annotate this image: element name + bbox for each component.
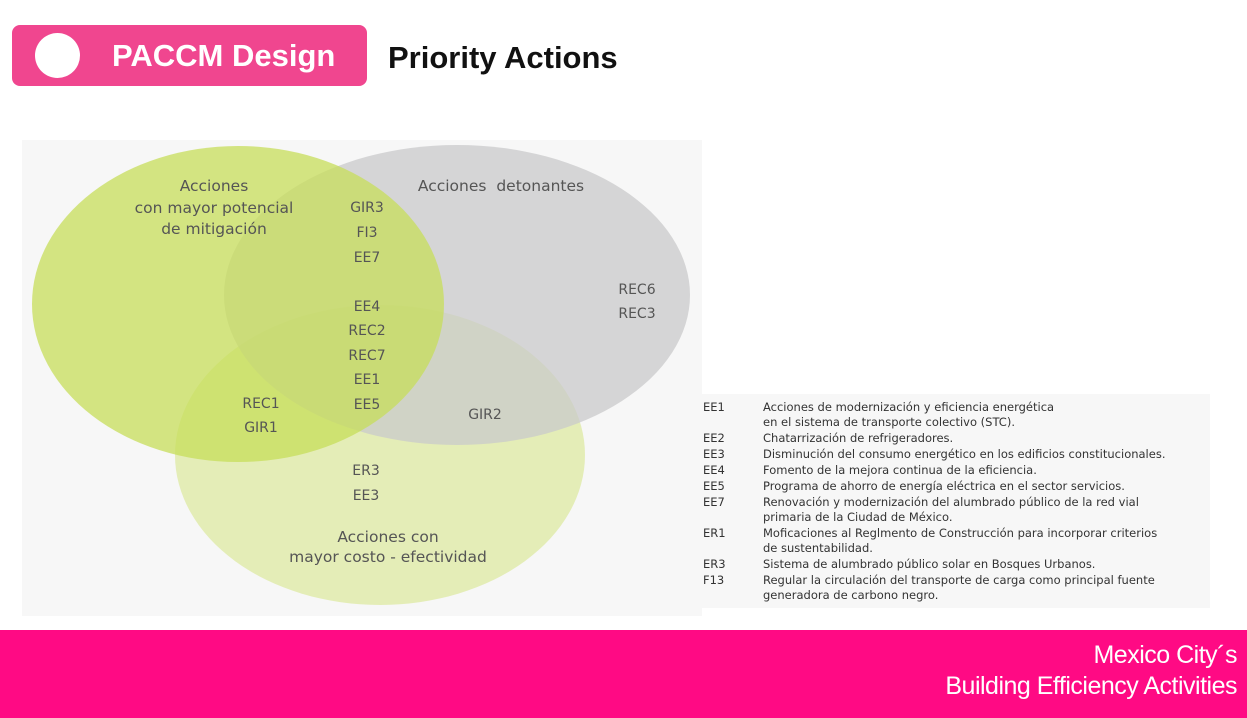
legend-code: ER1	[703, 526, 726, 540]
footer-text: Mexico City´s Building Efficiency Activi…	[945, 640, 1237, 702]
region-item: REC3	[618, 306, 655, 322]
legend-text: Sistema de alumbrado público solar en Bo…	[763, 557, 1096, 571]
region-item: GIR1	[244, 420, 278, 436]
venn-diagram-panel: Acciones con mayor potencial de mitigaci…	[22, 140, 702, 616]
region-item: EE3	[353, 488, 380, 504]
label-mitigacion-2: con mayor potencial	[135, 199, 294, 217]
region-item: REC6	[618, 282, 655, 298]
region-item: GIR3	[350, 200, 384, 216]
legend-code: EE3	[703, 447, 725, 461]
legend-text: Moficaciones al Reglmento de Construcció…	[763, 526, 1158, 540]
legend-text: Regular la circulación del transporte de…	[763, 573, 1155, 587]
label-mitigacion-3: de mitigación	[161, 220, 267, 238]
region-item: EE5	[354, 397, 381, 413]
region-item: GIR2	[468, 407, 502, 423]
legend-code: EE1	[703, 400, 725, 414]
label-costo-2: mayor costo - efectividad	[289, 548, 487, 566]
badge-label: PACCM Design	[112, 38, 336, 73]
legend-text: Programa de ahorro de energía eléctrica …	[763, 479, 1125, 493]
region-item: REC2	[348, 323, 385, 339]
footer-line-2: Building Efficiency Activities	[945, 672, 1237, 700]
legend-code: ER3	[703, 557, 726, 571]
legend-panel: EE1 Acciones de modernización y eficienc…	[698, 394, 1210, 608]
legend-text: primaria de la Ciudad de México.	[763, 510, 953, 524]
label-costo-1: Acciones con	[337, 528, 438, 546]
legend-text: Fomento de la mejora continua de la efic…	[763, 463, 1037, 477]
label-mitigacion-1: Acciones	[180, 177, 249, 195]
legend-text: en el sistema de transporte colectivo (S…	[763, 415, 1015, 429]
venn-diagram: Acciones con mayor potencial de mitigaci…	[32, 145, 690, 605]
legend-code: EE5	[703, 479, 725, 493]
region-item: EE1	[354, 372, 381, 388]
legend-code: F13	[703, 573, 725, 587]
region-item: ER3	[352, 463, 379, 479]
region-item: FI3	[356, 225, 377, 241]
legend-text: de sustentabilidad.	[763, 541, 873, 555]
legend-text: Chatarrización de refrigeradores.	[763, 431, 954, 445]
circle-mitigacion	[32, 146, 444, 462]
legend-text: Renovación y modernización del alumbrado…	[763, 495, 1139, 509]
legend-text: generadora de carbono negro.	[763, 588, 939, 602]
region-item: REC7	[348, 348, 385, 364]
footer-line-1: Mexico City´s	[1093, 641, 1237, 669]
page-title: Priority Actions	[388, 40, 618, 75]
header-badge: PACCM Design	[12, 25, 367, 86]
legend-text: Disminución del consumo energético en lo…	[763, 447, 1166, 461]
legend-code: EE2	[703, 431, 725, 445]
legend-code: EE7	[703, 495, 725, 509]
legend-text: Acciones de modernización y eficiencia e…	[763, 400, 1055, 414]
circle-icon	[35, 33, 80, 78]
region-item: EE4	[354, 299, 381, 315]
region-item: REC1	[242, 396, 279, 412]
label-detonantes: Acciones detonantes	[418, 177, 584, 195]
region-item: EE7	[354, 250, 381, 266]
legend-code: EE4	[703, 463, 725, 477]
footer-bar: Mexico City´s Building Efficiency Activi…	[0, 630, 1247, 718]
